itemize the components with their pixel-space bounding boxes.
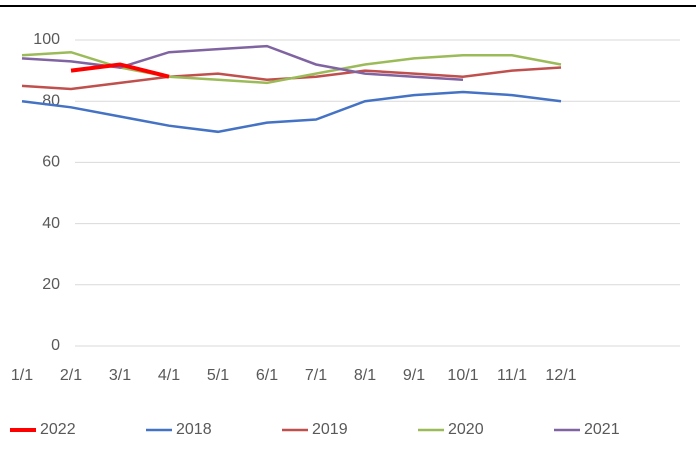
legend-label: 2021 [584,421,620,438]
series-line [70,62,170,79]
legend-label: 2018 [176,421,212,438]
x-tick-label: 10/1 [447,367,478,384]
y-tick-label: 0 [51,337,60,354]
x-tick-label: 6/1 [256,367,278,384]
legend-label: 2020 [448,421,484,438]
legend-label: 2022 [40,421,76,438]
legend-label: 2019 [312,421,348,438]
x-tick-label: 3/1 [109,367,131,384]
x-tick-label: 1/1 [11,367,33,384]
y-tick-label: 20 [42,276,60,293]
x-tick-label: 11/1 [497,367,527,384]
y-tick-label: 60 [42,154,60,171]
y-tick-label: 100 [33,31,60,48]
x-tick-label: 12/1 [545,367,576,384]
x-tick-label: 5/1 [207,367,229,384]
series-line [21,90,562,134]
x-tick-label: 9/1 [403,367,425,384]
x-tick-label: 4/1 [158,367,180,384]
y-tick-label: 40 [42,215,60,232]
x-tick-label: 8/1 [354,367,376,384]
x-tick-label: 7/1 [305,367,327,384]
x-tick-label: 2/1 [60,367,82,384]
series-line [21,44,464,82]
